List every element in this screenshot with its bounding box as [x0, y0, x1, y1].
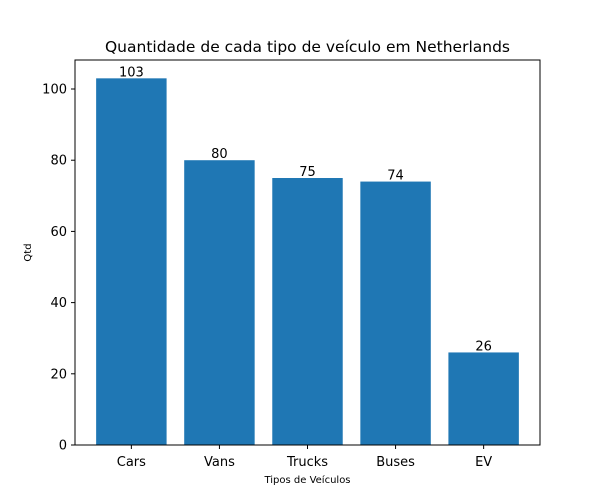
x-tick-label-trucks: Trucks	[286, 455, 328, 470]
y-axis-label: Qtd	[23, 243, 34, 261]
x-axis-label: Tipos de Veículos	[263, 474, 350, 486]
y-axis-ticks: 0 20 40 60 80 100	[42, 83, 75, 454]
x-tick-label-ev: EV	[475, 455, 492, 470]
data-labels-group: 103 80 75 74 26	[119, 65, 492, 354]
y-tick-label: 80	[50, 154, 67, 169]
chart-title: Quantidade de cada tipo de veículo em Ne…	[105, 38, 510, 56]
y-tick-label: 20	[50, 367, 67, 382]
x-tick-label-cars: Cars	[117, 455, 146, 470]
x-tick-label-vans: Vans	[204, 455, 235, 470]
bar-buses	[360, 181, 431, 445]
x-axis-ticks: Cars Vans Trucks Buses EV	[117, 445, 492, 470]
y-tick-label: 100	[42, 83, 67, 98]
y-tick-label: 0	[59, 439, 67, 454]
y-tick-label: 40	[50, 296, 67, 311]
bar-vans	[184, 160, 255, 445]
data-label-trucks: 75	[299, 165, 316, 180]
bar-trucks	[272, 178, 343, 445]
data-label-cars: 103	[119, 65, 144, 80]
plot-area: 103 80 75 74 26 0 20 40 60 80 100 Cars Vans Trucks B…	[42, 59, 541, 470]
data-label-buses: 74	[387, 169, 404, 184]
bar-cars	[96, 78, 167, 445]
data-label-vans: 80	[211, 147, 228, 162]
bars-group	[96, 78, 519, 445]
y-tick-label: 60	[50, 225, 67, 240]
data-label-ev: 26	[475, 339, 492, 354]
bar-ev	[448, 352, 519, 445]
x-tick-label-buses: Buses	[376, 455, 415, 470]
